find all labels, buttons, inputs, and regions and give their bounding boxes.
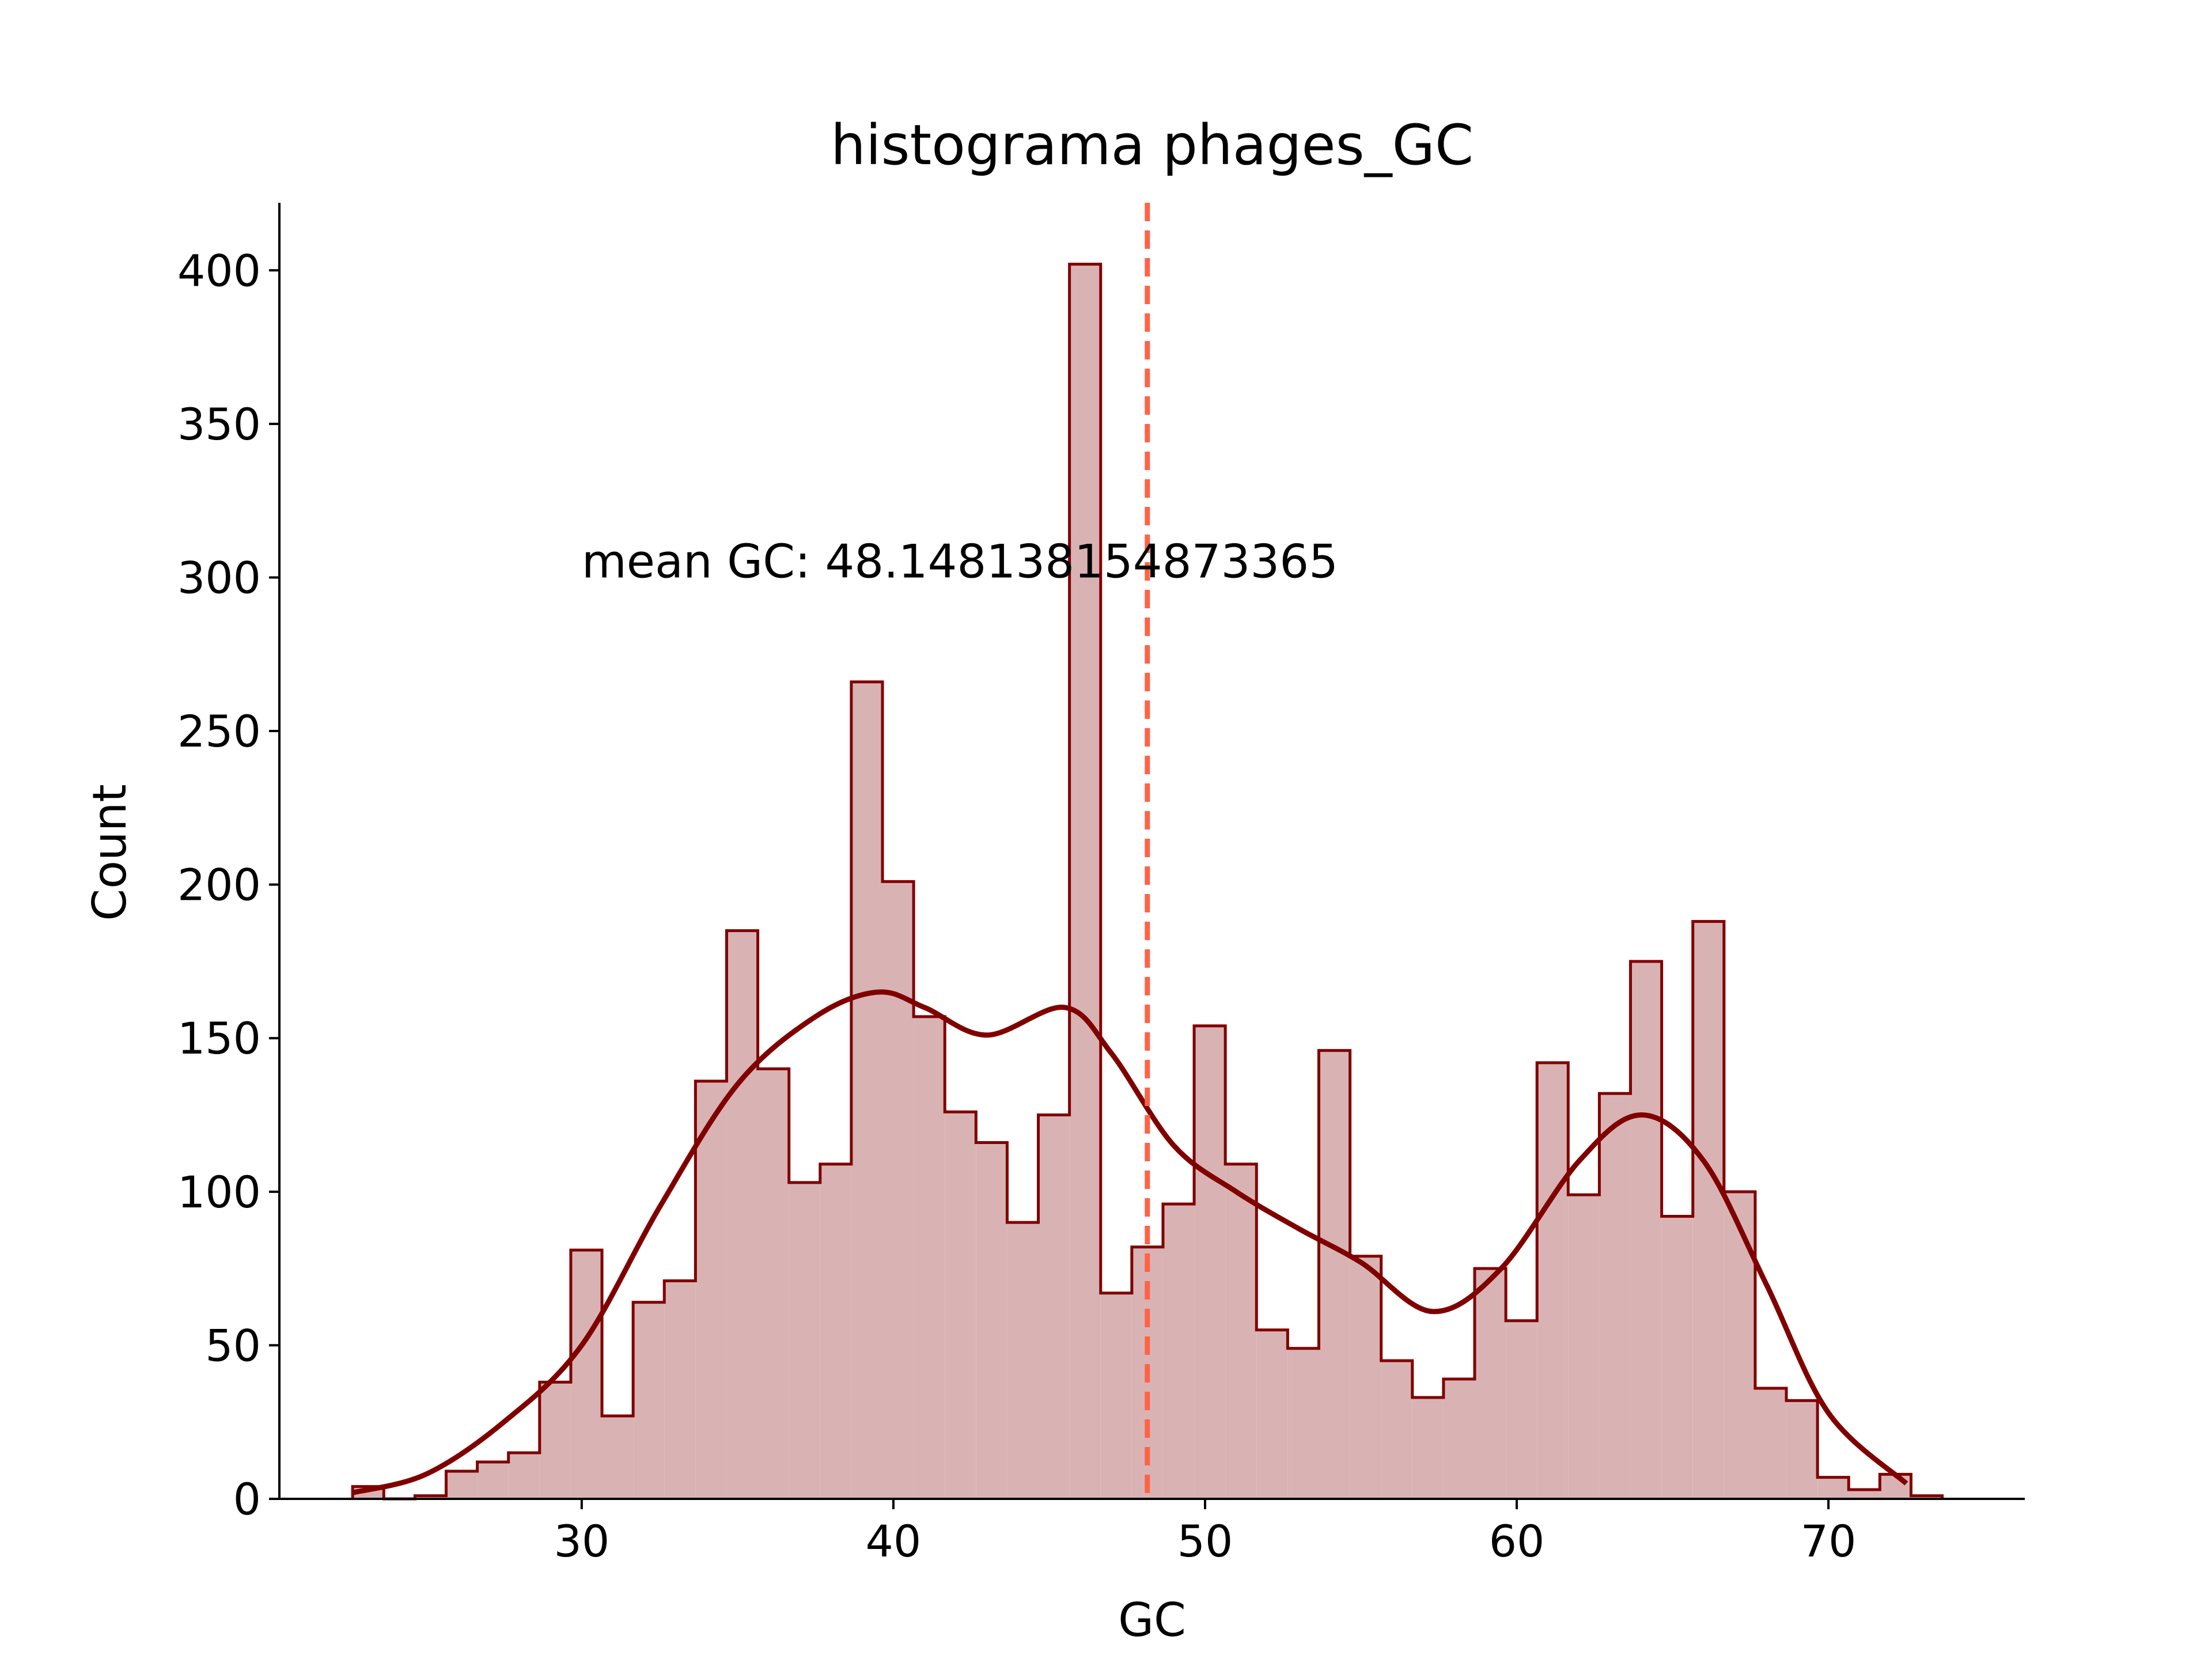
histogram-bar [539,1382,571,1499]
histogram-bar [664,1281,696,1499]
histogram-bar [1350,1256,1381,1499]
histogram-bar [1319,1050,1350,1499]
histogram-bar [602,1416,634,1499]
histogram-bar [976,1142,1007,1499]
histogram-bar [1100,1293,1132,1499]
histogram-bar [1162,1204,1195,1499]
histogram-bar [477,1462,509,1499]
histogram-bar [1038,1115,1070,1499]
histogram-bar [446,1471,478,1499]
y-axis-label: Count [83,784,137,921]
y-tick-label: 350 [177,399,261,450]
x-tick-label: 40 [866,1516,922,1567]
histogram-bar [1381,1361,1412,1499]
histogram-bar [882,881,914,1499]
histogram-bar [570,1250,603,1499]
histogram-bar [1880,1474,1911,1499]
histogram-bar [820,1164,851,1499]
x-tick-label: 70 [1801,1516,1857,1567]
y-tick-label: 400 [177,245,261,296]
x-tick-label: 60 [1489,1516,1545,1567]
histogram-bar [1599,1093,1631,1499]
histogram-bar [1786,1400,1818,1499]
histogram-bar [1225,1164,1257,1499]
histogram-bar [1069,264,1101,1499]
histogram-bar [695,1081,727,1499]
histogram-bar [1537,1062,1569,1499]
histogram-bar [1661,1216,1693,1499]
y-tick-label: 50 [205,1320,261,1371]
x-tick-label: 50 [1177,1516,1233,1567]
histogram-bar [1849,1490,1880,1499]
chart-title: histograma phages_GC [831,113,1474,177]
histogram-bar [726,930,758,1499]
y-tick-label: 0 [233,1474,261,1525]
histogram-bar [1287,1348,1319,1499]
histogram-bar [914,1016,945,1499]
mean-annotation: mean GC: 48.148138154873365 [582,535,1338,588]
histogram-bar [1506,1320,1537,1499]
histogram-bar [1443,1379,1475,1499]
histogram-bar [1412,1397,1444,1499]
histogram-bar [633,1302,665,1499]
histogram-bar [757,1069,789,1499]
histogram-bar [1256,1330,1288,1499]
y-tick-label: 200 [177,859,261,911]
histogram-bar [1692,921,1724,1499]
kde-curve [352,989,1908,1495]
histogram-bar [1475,1268,1506,1499]
histogram-bar [1724,1191,1755,1499]
y-tick-label: 300 [177,552,261,603]
histogram-bar [1817,1477,1849,1499]
histogram-step-outline [351,263,1944,1501]
histogram-bar [1194,1025,1226,1499]
histogram-bar [1568,1195,1600,1499]
histogram-bar [1911,1495,1942,1499]
y-tick-label: 250 [177,706,261,757]
histogram-bar [945,1112,976,1499]
y-tick-label: 150 [177,1013,261,1064]
histogram-bar [415,1495,446,1499]
plot-area [278,203,2025,1501]
y-tick-label: 100 [177,1166,261,1218]
x-axis-ticks: 30 40 50 60 70 [554,1499,1856,1567]
histogram-bar [789,1182,820,1499]
histogram-bar [851,681,882,1499]
histogram-bar [1755,1388,1787,1499]
histogram-bar [1007,1222,1039,1499]
x-axis-label: GC [1118,1593,1186,1647]
y-axis-ticks: 0 50 100 150 200 250 300 350 400 [177,245,279,1525]
histogram-bar [508,1453,540,1499]
x-tick-label: 30 [554,1516,609,1567]
histogram-bar [1630,961,1662,1499]
